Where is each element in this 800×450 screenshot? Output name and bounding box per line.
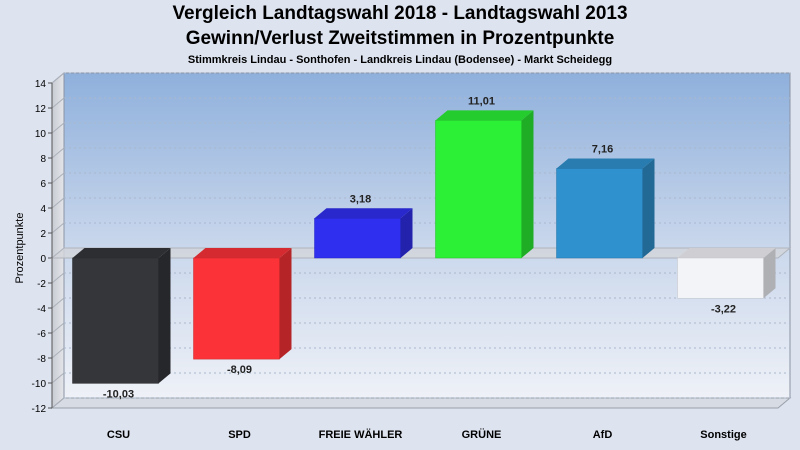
chart-title: Vergleich Landtagswahl 2018 - Landtagswa… (172, 3, 628, 24)
y-tick-label: 6 (40, 179, 46, 190)
data-label: 7,16 (592, 144, 613, 156)
side-wall (51, 71, 65, 410)
data-label: -10,03 (103, 388, 134, 400)
bar-side (400, 208, 413, 258)
y-axis-label: Prozentpunkte (14, 213, 26, 284)
bar-spd (193, 248, 292, 360)
bar-side (158, 248, 171, 384)
y-tick-label: -2 (37, 279, 46, 290)
bar-csu (72, 248, 171, 384)
gridline-depth (51, 147, 65, 159)
gridline-depth (51, 122, 65, 134)
bar-side (279, 248, 292, 360)
gridline-depth (51, 322, 65, 334)
gridline-depth (51, 97, 65, 109)
bar-side (763, 248, 776, 299)
data-label: -3,22 (711, 303, 736, 315)
chart-subtitle: Gewinn/Verlust Zweitstimmen in Prozentpu… (185, 28, 615, 49)
y-tick-label: 2 (40, 229, 46, 240)
y-tick-label: -8 (37, 354, 46, 365)
x-tick-label: AfD (593, 429, 613, 441)
data-label: 11,01 (468, 95, 495, 107)
bar-afd (556, 158, 655, 259)
data-label: 3,18 (350, 193, 371, 205)
y-tick-label: -6 (37, 329, 46, 340)
bar-grüne (435, 110, 534, 259)
gridline-depth (51, 197, 65, 209)
bar-sonstige (677, 248, 776, 299)
x-tick-label: SPD (228, 429, 251, 441)
bar-front (314, 218, 401, 259)
bar-front (435, 120, 522, 259)
y-tick-label: -10 (32, 379, 47, 390)
bar-freie-wähler (314, 208, 413, 259)
bar-front (193, 257, 280, 360)
y-tick-label: 10 (35, 129, 47, 140)
bar-top (677, 248, 776, 258)
y-tick-label: 0 (40, 254, 46, 265)
chart-subsubtitle: Stimmkreis Lindau - Sonthofen - Landkrei… (187, 54, 613, 66)
gridline-depth (51, 297, 65, 309)
bar-top (435, 110, 534, 121)
gridline-depth (51, 347, 65, 359)
x-tick-label: FREIE WÄHLER (319, 428, 403, 441)
y-tick-label: 8 (40, 154, 46, 165)
x-tick-label: Sonstige (700, 429, 746, 441)
bar-front (72, 257, 159, 384)
bar-side (642, 158, 655, 258)
bar-top (314, 208, 413, 219)
gridline-depth (51, 72, 65, 84)
gridline-depth (51, 372, 65, 384)
y-tick-label: -4 (37, 304, 46, 315)
gridline-depth (51, 222, 65, 234)
plot-floor (50, 397, 792, 409)
y-tick-label: 12 (35, 104, 47, 115)
bar-top (556, 158, 655, 169)
data-label: -8,09 (227, 364, 252, 376)
bar-top (72, 248, 171, 258)
x-tick-label: GRÜNE (462, 428, 502, 441)
y-tick-label: 4 (40, 204, 46, 215)
bar-top (193, 248, 292, 258)
plot-background (63, 72, 791, 399)
y-tick-label: 14 (35, 79, 47, 90)
gridline-depth (51, 272, 65, 284)
gridline-depth (51, 172, 65, 184)
bar-front (556, 168, 643, 259)
bar-side (521, 110, 534, 258)
gridline-depth (51, 397, 65, 409)
y-tick-label: -12 (32, 404, 47, 415)
bar-front (677, 257, 764, 299)
x-tick-label: CSU (107, 429, 130, 441)
